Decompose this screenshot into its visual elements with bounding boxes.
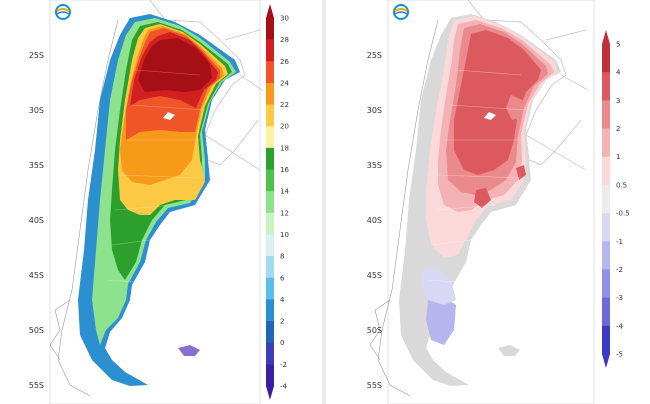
lat-label-40s: 40S bbox=[29, 216, 44, 225]
neighbour-borders bbox=[149, 0, 263, 171]
right-colorbar-swatch bbox=[602, 100, 610, 129]
left-colorbar-tick-label: 22 bbox=[280, 101, 289, 109]
left-colorbar-top-arrow bbox=[266, 4, 274, 18]
left-colorbar-swatch bbox=[266, 169, 274, 192]
left-colorbar-tick-label: 6 bbox=[280, 274, 285, 282]
left-colorbar-swatch bbox=[266, 104, 274, 127]
right-colorbar-bottom-arrow bbox=[602, 354, 610, 368]
left-colorbar-swatch bbox=[266, 342, 274, 365]
left-map-svg: 25S 30S 35S 40S 45S 50S 55S 302826242220… bbox=[29, 0, 289, 404]
left-colorbar-swatch bbox=[266, 191, 274, 214]
left-colorbar-tick-label: -4 bbox=[280, 383, 288, 391]
lat-label-30s: 30S bbox=[367, 106, 382, 115]
left-colorbar-tick-label: 18 bbox=[280, 144, 289, 152]
left-colorbar-tick-label: 10 bbox=[280, 231, 289, 239]
right-colorbar-tick-label: -1 bbox=[616, 238, 623, 246]
lat-label-50s: 50S bbox=[29, 326, 44, 335]
neighbour-borders bbox=[467, 0, 589, 171]
right-colorbar-tick-label: -0.5 bbox=[616, 210, 630, 218]
right-colorbar-tick-label: -5 bbox=[616, 351, 623, 359]
left-colorbar-tick-label: 4 bbox=[280, 296, 285, 304]
left-colorbar-tick-label: 26 bbox=[280, 58, 289, 66]
left-colorbar-swatch bbox=[266, 234, 274, 257]
left-colorbar-swatch bbox=[266, 82, 274, 105]
left-colorbar-swatch bbox=[266, 212, 274, 235]
right-colorbar-tick-label: -3 bbox=[616, 294, 623, 302]
left-colorbar-bottom-arrow bbox=[266, 386, 274, 400]
right-colorbar-tick-label: 5 bbox=[616, 41, 620, 49]
lat-label-55s: 55S bbox=[29, 381, 44, 390]
map-frame bbox=[49, 0, 261, 404]
right-colorbar-swatch bbox=[602, 44, 610, 73]
lat-label-45s: 45S bbox=[367, 271, 382, 280]
left-colorbar-tick-label: 2 bbox=[280, 318, 284, 326]
chile-coastline bbox=[49, 19, 119, 397]
lat-label-30s: 30S bbox=[29, 106, 44, 115]
right-colorbar: 5 4 3 2 1 0.5 -0.5 -1 -2 -3 -4 -5 bbox=[602, 30, 630, 368]
right-colorbar-swatch bbox=[602, 72, 610, 101]
left-colorbar-tick-label: 24 bbox=[280, 79, 289, 87]
right-colorbar-tick-label: -4 bbox=[616, 322, 624, 330]
left-colorbar-tick-label: 14 bbox=[280, 188, 289, 196]
left-colorbar-tick-label: 30 bbox=[280, 15, 289, 23]
right-colorbar-tick-label: 1 bbox=[616, 153, 620, 161]
left-colorbar-tick-label: 20 bbox=[280, 123, 289, 131]
lat-label-40s: 40S bbox=[367, 216, 382, 225]
lat-label-45s: 45S bbox=[29, 271, 44, 280]
left-colorbar-swatch bbox=[266, 321, 274, 344]
left-colorbar-tick-label: 16 bbox=[280, 166, 289, 174]
left-colorbar-tick-label: 8 bbox=[280, 253, 284, 261]
province-borders bbox=[107, 69, 206, 283]
left-colorbar-swatch bbox=[266, 18, 274, 40]
left-colorbar-swatch bbox=[266, 147, 274, 170]
right-colorbar-swatch bbox=[602, 184, 610, 214]
right-colorbar-swatch bbox=[602, 297, 610, 327]
right-colorbar-swatch bbox=[602, 156, 610, 186]
left-colorbar-tick-label: -2 bbox=[280, 361, 287, 369]
chile-coastline bbox=[369, 19, 439, 397]
right-colorbar-swatch bbox=[602, 269, 610, 298]
right-colorbar-tick-label: 2 bbox=[616, 125, 620, 133]
anomaly-fill-left bbox=[78, 14, 240, 386]
right-colorbar-tick-label: 3 bbox=[616, 97, 620, 105]
right-map-panel: 25S 30S 35S 40S 45S 50S 55S 5 4 3 2 1 0.5 -0.5… bbox=[326, 0, 650, 404]
lat-label-25s: 25S bbox=[367, 51, 382, 60]
lat-label-35s: 35S bbox=[367, 161, 382, 170]
lat-label-50s: 50S bbox=[367, 326, 382, 335]
left-colorbar-swatch bbox=[266, 277, 274, 300]
map-frame bbox=[387, 0, 595, 404]
province-borders bbox=[428, 69, 527, 283]
left-colorbar-swatch bbox=[266, 256, 274, 279]
right-colorbar-swatch bbox=[602, 213, 610, 242]
left-colorbar-tick-label: 12 bbox=[280, 209, 289, 217]
right-colorbar-tick-label: 4 bbox=[616, 69, 621, 77]
right-colorbar-swatch bbox=[602, 325, 610, 355]
left-colorbar-swatch bbox=[266, 126, 274, 149]
left-colorbar-swatch bbox=[266, 61, 274, 84]
left-colorbar-tick-label: 28 bbox=[280, 36, 289, 44]
left-colorbar-swatch bbox=[266, 364, 274, 387]
right-colorbar-top-arrow bbox=[602, 30, 610, 44]
right-colorbar-tick-label: 0.5 bbox=[616, 181, 627, 189]
lat-label-25s: 25S bbox=[29, 51, 44, 60]
lat-label-35s: 35S bbox=[29, 161, 44, 170]
left-colorbar-tick-label: 0 bbox=[280, 339, 284, 347]
left-colorbar-swatch bbox=[266, 299, 274, 322]
smn-logo-icon bbox=[392, 4, 410, 20]
right-map-svg: 25S 30S 35S 40S 45S 50S 55S 5 4 3 2 1 0.5 -0.5… bbox=[367, 0, 630, 404]
right-colorbar-tick-label: -2 bbox=[616, 266, 623, 274]
right-colorbar-swatch bbox=[602, 241, 610, 270]
smn-logo-icon bbox=[54, 4, 72, 20]
left-map-panel: 25S 30S 35S 40S 45S 50S 55S 30 28 26 24 22 20… bbox=[0, 0, 322, 404]
left-colorbar-swatch bbox=[266, 39, 274, 62]
panel-divider bbox=[322, 0, 326, 404]
anomaly-fill-right bbox=[399, 14, 561, 386]
right-colorbar-swatch bbox=[602, 128, 610, 158]
lat-label-55s: 55S bbox=[367, 381, 382, 390]
